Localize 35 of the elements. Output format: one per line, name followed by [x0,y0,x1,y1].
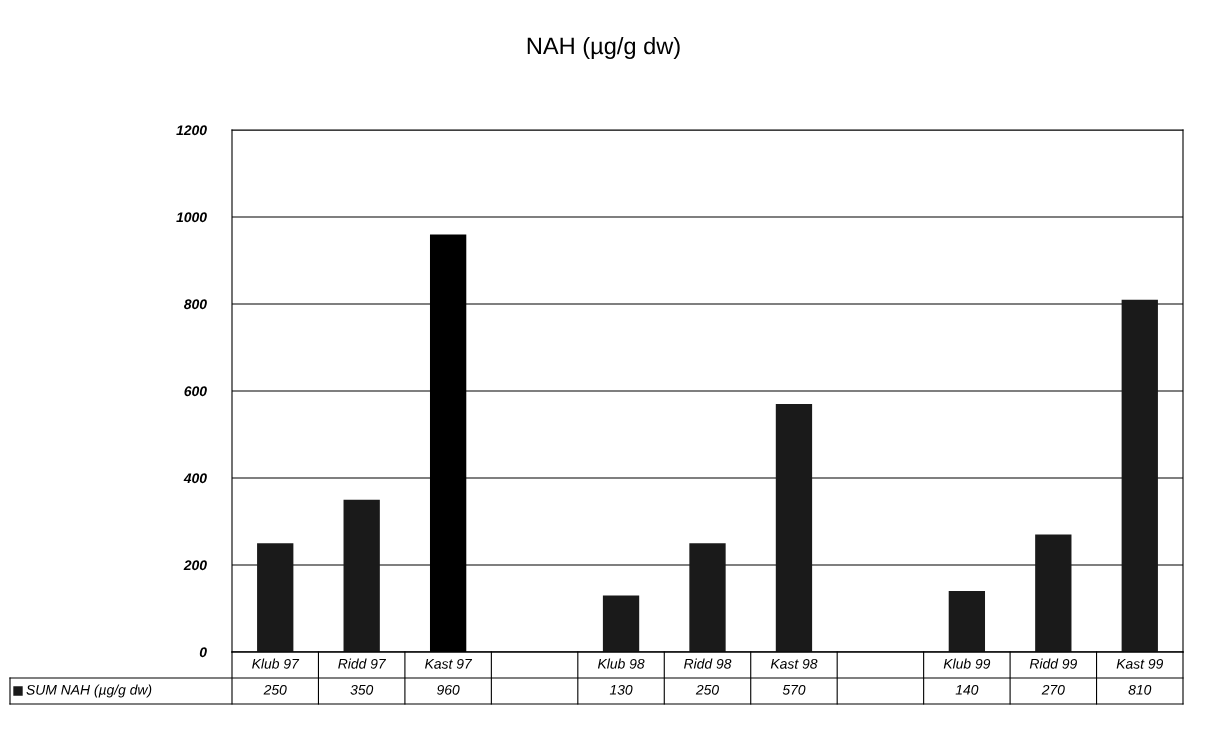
legend-label: SUM NAH (µg/g dw) [26,684,152,698]
data-label: 570 [782,684,806,695]
x-tick-label: Kast 99 [1116,658,1164,669]
x-tick-label: Ridd 97 [338,658,387,669]
bar [689,543,726,652]
bar [343,499,380,652]
x-tick-label: Ridd 98 [683,658,732,669]
y-tick-label: 600 [184,386,207,397]
bar [775,404,813,652]
data-label: 270 [1041,684,1065,695]
y-tick-label: 200 [183,560,207,571]
data-label: 960 [437,684,460,695]
x-tick-label: Klub 99 [943,658,991,669]
x-tick-label: Klub 98 [597,658,645,669]
bar [948,591,986,652]
bar [602,595,640,652]
data-label: 130 [609,684,633,695]
bar [1121,299,1158,652]
bar [257,543,294,652]
y-tick-label: 800 [184,299,207,310]
bar [1035,534,1072,652]
y-tick-label: 1200 [176,125,207,136]
data-label: 250 [263,684,287,695]
y-tick-label: 0 [199,647,207,658]
x-tick-label: Kast 98 [770,658,818,669]
x-tick-label: Kast 97 [425,658,473,669]
data-label: 250 [695,684,719,695]
y-tick-label: 1000 [176,212,207,223]
chart-title: NAH (µg/g dw) [527,37,680,59]
data-label: 140 [955,684,979,695]
x-tick-label: Klub 97 [252,658,300,669]
data-label: 810 [1128,684,1152,695]
y-tick-label: 400 [183,473,207,484]
data-label: 350 [350,684,374,695]
x-tick-label: Ridd 99 [1029,658,1077,669]
